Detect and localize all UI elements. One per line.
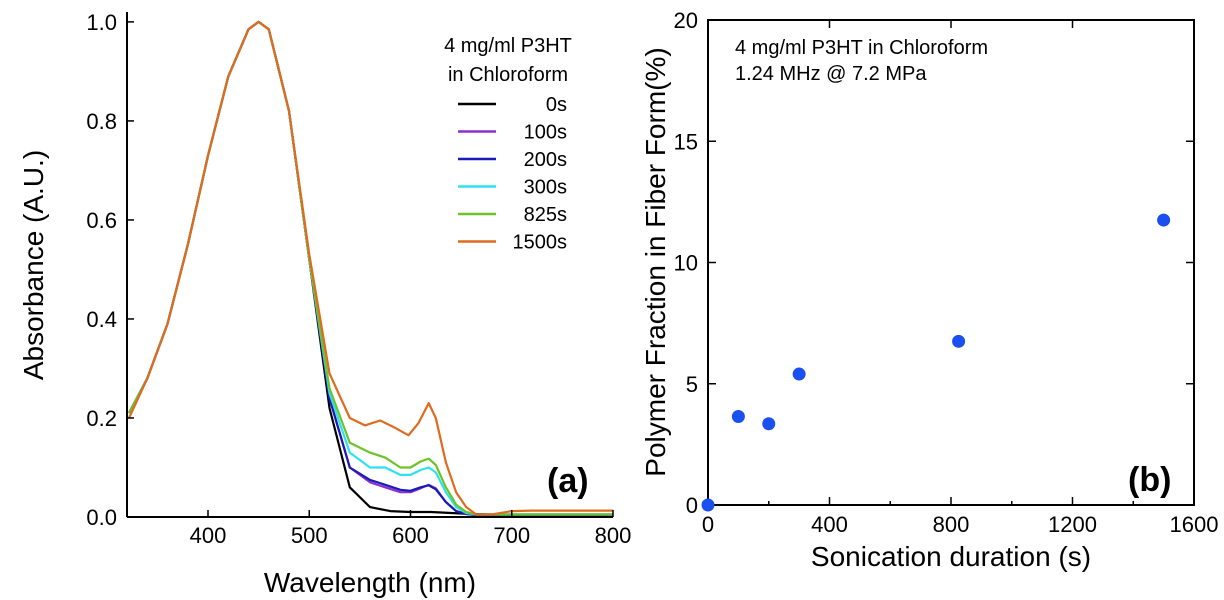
y-tick-label: 1.0	[86, 10, 117, 35]
panel-b-y-ticks: 0 5 10 15 20	[674, 8, 1194, 518]
legend-label-100s: 100s	[524, 122, 567, 144]
x-tick-label: 800	[933, 512, 970, 537]
data-point	[792, 367, 806, 381]
panel-b-x-ticks: 0 400 800 1200 1600	[702, 20, 1219, 537]
series-line-0s	[128, 20, 613, 516]
x-tick-label: 500	[291, 523, 328, 548]
x-tick-label: 800	[595, 523, 632, 548]
x-tick-label: 400	[190, 523, 227, 548]
series-line-825s	[128, 20, 613, 516]
panel-a-y-ticks: 0.0 0.2 0.4 0.6 0.8 1.0	[86, 10, 134, 530]
x-tick-label: 400	[811, 512, 848, 537]
data-point	[1157, 213, 1171, 227]
data-point	[701, 498, 715, 512]
y-tick-label: 15	[674, 129, 698, 154]
y-tick-label: 0.2	[86, 406, 117, 431]
panel-b-annotation-line-1: 4 mg/ml P3HT in Chloroform	[735, 37, 988, 59]
series-line-1500s	[128, 20, 613, 516]
panel-b-y-axis-label: Polymer Fraction in Fiber Form(%)	[640, 47, 671, 476]
panel-b-fiber-fraction-chart: 0 400 800 1200 1600 0 5 10 15 20 4 mg/ml P3HT in…	[640, 8, 1218, 572]
data-point	[952, 334, 966, 348]
legend-label-300s: 300s	[524, 177, 567, 199]
data-point	[762, 417, 776, 431]
panel-a-label: (a)	[547, 462, 589, 500]
data-point	[731, 409, 745, 423]
panel-a-legend: 4 mg/ml P3HT in Chloroform 0s 100s 200s 300…	[444, 35, 572, 254]
legend-title-line-2: in Chloroform	[448, 64, 568, 86]
y-tick-label: 10	[674, 251, 698, 276]
x-tick-label: 600	[392, 523, 429, 548]
y-tick-label: 20	[674, 8, 698, 33]
panel-a-x-axis-label: Wavelength (nm)	[264, 567, 476, 598]
x-tick-label: 700	[493, 523, 530, 548]
y-tick-label: 5	[686, 372, 698, 397]
panel-b-annotation-line-2: 1.24 MHz @ 7.2 MPa	[735, 63, 927, 85]
panel-b-plot-frame	[707, 19, 1195, 506]
y-tick-label: 0.0	[86, 505, 117, 530]
x-tick-label: 1600	[1170, 512, 1219, 537]
panel-a-x-ticks: 400 500 600 700 800	[190, 510, 632, 548]
panel-b-x-axis-label: Sonication duration (s)	[811, 541, 1091, 572]
y-tick-label: 0	[686, 493, 698, 518]
legend-items: 0s 100s 200s 300s 825s 1500s	[458, 94, 567, 254]
panel-b-data-points	[701, 213, 1171, 512]
x-tick-label: 0	[702, 512, 714, 537]
panel-b-label: (b)	[1128, 461, 1171, 499]
series-line-100s	[128, 20, 613, 517]
y-tick-label: 0.8	[86, 109, 117, 134]
legend-title-line-1: 4 mg/ml P3HT	[444, 35, 572, 57]
series-line-200s	[128, 20, 613, 517]
y-tick-label: 0.6	[86, 208, 117, 233]
series-line-300s	[128, 20, 613, 516]
legend-label-200s: 200s	[524, 149, 567, 171]
panel-a-absorbance-chart: 400 500 600 700 800 0.0 0.2 0.4 0.6 0.8 1.0 Wavel…	[18, 10, 631, 598]
legend-label-825s: 825s	[524, 204, 567, 226]
legend-label-1500s: 1500s	[513, 232, 568, 254]
legend-label-0s: 0s	[546, 94, 567, 116]
panel-a-y-axis-label: Absorbance (A.U.)	[18, 150, 49, 380]
x-tick-label: 1200	[1048, 512, 1097, 537]
y-tick-label: 0.4	[86, 307, 117, 332]
absorbance-series-lines	[128, 20, 613, 517]
